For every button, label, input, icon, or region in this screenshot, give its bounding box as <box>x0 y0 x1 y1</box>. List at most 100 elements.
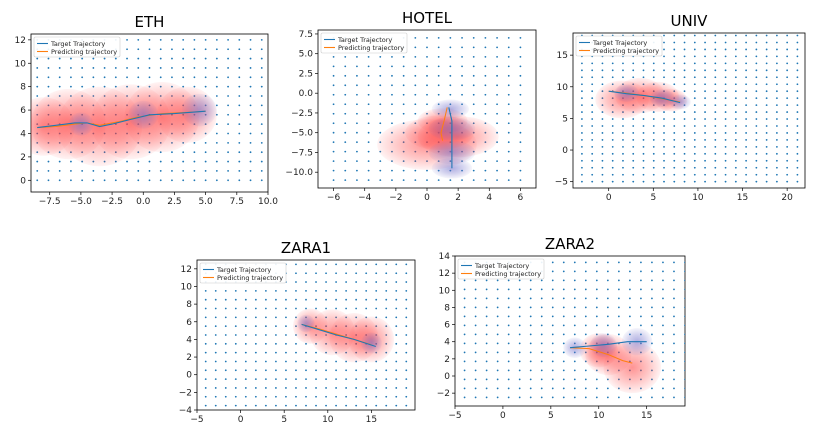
grid-dot <box>581 145 583 148</box>
grid-dot <box>765 118 768 120</box>
grid-dot <box>617 315 620 318</box>
grid-dot <box>171 170 173 172</box>
grid-dot <box>391 55 393 58</box>
grid-dot <box>551 369 554 372</box>
grid-dot <box>402 169 405 172</box>
grid-dot <box>472 74 475 77</box>
grid-dot <box>204 360 207 363</box>
grid-dot <box>484 103 487 106</box>
grid-dot <box>214 404 217 407</box>
grid-dot <box>193 151 196 154</box>
grid-dot <box>332 169 335 172</box>
grid-dot <box>581 139 583 141</box>
grid-dot <box>204 57 207 60</box>
grid-dot <box>651 333 653 336</box>
grid-dot <box>591 83 594 86</box>
grid-dot <box>765 90 768 93</box>
grid-dot <box>295 369 297 372</box>
grid-dot <box>673 83 676 86</box>
grid-dot <box>238 67 241 69</box>
grid-dot <box>234 289 237 292</box>
grid-dot <box>264 404 267 407</box>
grid-dot <box>264 378 267 381</box>
grid-dot <box>92 76 95 79</box>
legend-label: Predicting trajectory <box>593 47 659 55</box>
grid-dot <box>662 297 664 300</box>
grid-dot <box>693 166 696 169</box>
grid-dot <box>365 378 368 381</box>
grid-dot <box>367 179 370 182</box>
grid-dot <box>562 288 565 291</box>
grid-dot <box>474 360 477 363</box>
grid-dot <box>775 55 778 58</box>
grid-dot <box>628 297 631 300</box>
grid-dot <box>254 395 257 398</box>
grid-dot <box>551 378 554 381</box>
grid-dot <box>332 150 335 153</box>
uncertainty-region-blue <box>431 99 470 119</box>
grid-dot <box>238 170 241 172</box>
grid-dot <box>622 132 624 134</box>
grid-dot <box>238 85 241 88</box>
grid-dot <box>137 67 140 69</box>
grid-dot <box>622 152 624 155</box>
grid-dot <box>375 378 378 381</box>
grid-dot <box>673 48 676 51</box>
grid-dot <box>391 112 393 115</box>
grid-dot <box>595 306 598 309</box>
grid-dot <box>765 104 768 107</box>
grid-dot <box>724 159 727 162</box>
grid-dot <box>765 62 768 65</box>
grid-dot <box>215 170 218 172</box>
grid-dot <box>496 315 499 318</box>
grid-dot <box>379 74 382 77</box>
grid-dot <box>693 104 696 107</box>
grid-dot <box>663 69 665 72</box>
grid-dot <box>275 404 277 407</box>
grid-dot <box>673 279 675 282</box>
grid-dot <box>662 360 664 363</box>
predicted-trajectory-line <box>37 110 206 129</box>
grid-dot <box>704 48 706 51</box>
grid-dot <box>204 298 207 301</box>
grid-dot <box>305 369 307 372</box>
grid-dot <box>724 152 727 155</box>
grid-dot <box>405 378 408 381</box>
grid-dot <box>704 139 706 141</box>
grid-dot <box>662 288 664 291</box>
grid-dot <box>367 160 370 163</box>
grid-dot <box>260 170 263 172</box>
grid-dot <box>437 74 440 77</box>
grid-dot <box>405 334 408 336</box>
grid-dot <box>472 179 475 182</box>
grid-dot <box>463 396 466 399</box>
target-trajectory-line <box>569 341 647 349</box>
grid-dot <box>395 387 398 389</box>
grid-dot <box>391 103 393 106</box>
grid-dot <box>734 41 737 44</box>
grid-dot <box>786 41 789 44</box>
grid-dot <box>332 160 335 163</box>
grid-dot <box>182 179 185 182</box>
grid-dot <box>693 76 696 79</box>
grid-dot <box>126 76 128 79</box>
grid-dot <box>786 48 789 51</box>
grid-dot <box>414 37 417 39</box>
grid-dot <box>775 104 778 107</box>
grid-dot <box>405 325 408 328</box>
grid-dot <box>463 360 466 363</box>
grid-dot <box>581 69 583 72</box>
grid-dot <box>367 103 370 106</box>
grid-dot <box>745 180 748 183</box>
x-tick-label: 10 <box>692 193 704 203</box>
grid-dot <box>673 270 675 273</box>
grid-dot <box>238 104 241 107</box>
grid-dot <box>714 97 717 100</box>
grid-dot <box>724 34 727 37</box>
grid-dot <box>519 122 522 125</box>
grid-dot <box>765 55 768 58</box>
grid-dot <box>485 324 488 327</box>
grid-dot <box>745 62 748 65</box>
grid-dot <box>275 325 277 328</box>
legend-box <box>33 36 121 58</box>
